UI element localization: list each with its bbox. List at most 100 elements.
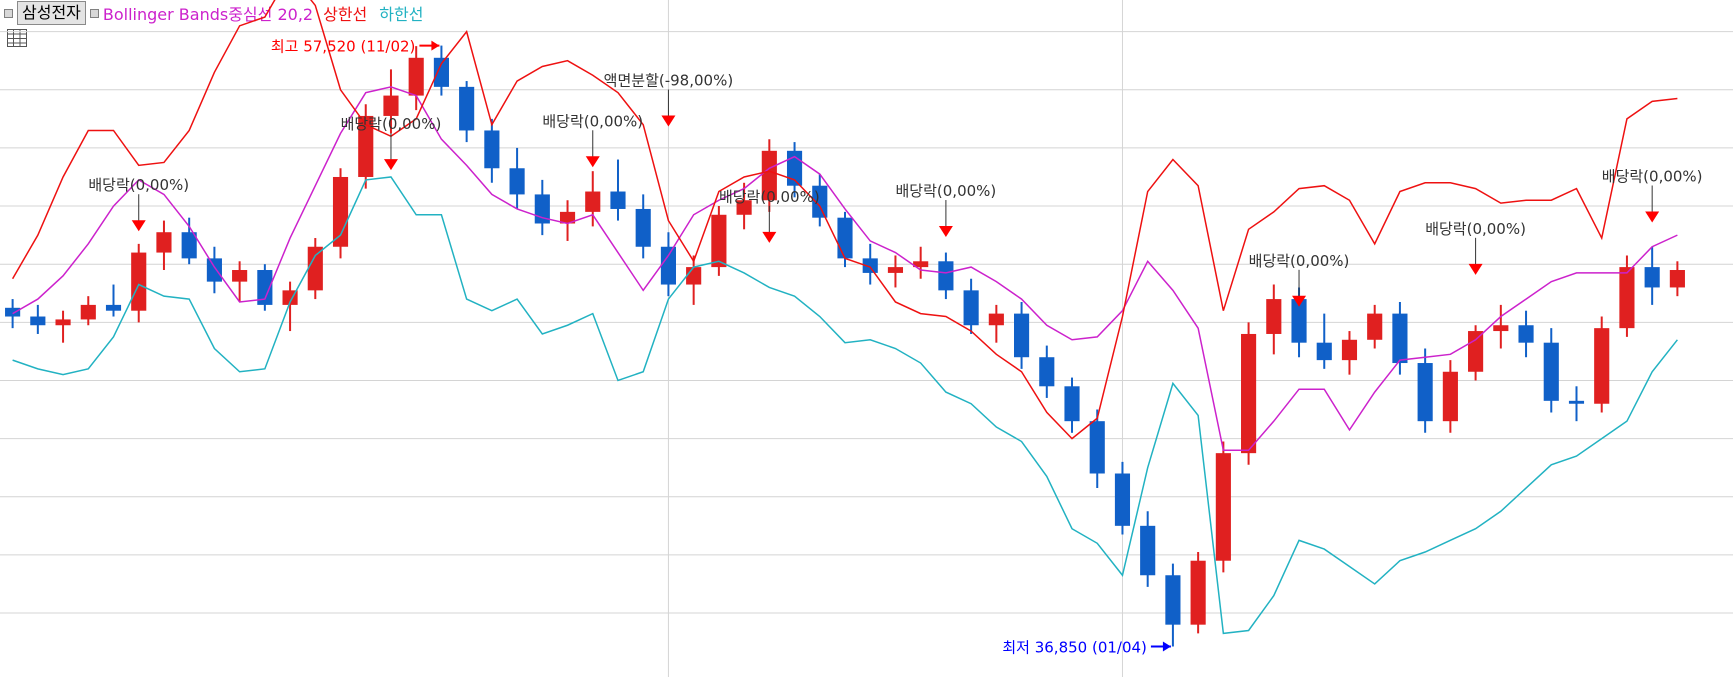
lower-band-line xyxy=(12,176,1678,635)
middle-band-line xyxy=(12,86,1678,451)
candle-body xyxy=(1367,313,1383,340)
candle-body xyxy=(1417,363,1433,422)
candle-body xyxy=(1543,342,1559,401)
event-arrow-icon xyxy=(131,220,146,232)
candle-body xyxy=(1014,313,1030,358)
candle-body xyxy=(1064,386,1080,422)
low-arrow-icon xyxy=(1162,641,1171,652)
candle-body xyxy=(1341,339,1358,361)
candle-body xyxy=(131,252,147,311)
candle-body xyxy=(913,261,929,268)
event-label: 배당락(0,00%) xyxy=(88,176,189,194)
candle-body xyxy=(1392,313,1408,364)
chart-legend: 삼성전자 Bollinger Bands중심선 20,2 상한선 하한선 xyxy=(0,0,423,26)
candle-body xyxy=(55,319,71,326)
candle-body xyxy=(156,232,172,253)
candle-body xyxy=(206,258,222,282)
candle-body xyxy=(1442,371,1458,422)
candle-body xyxy=(837,217,853,259)
candle-body xyxy=(383,95,399,116)
stock-name-button[interactable]: 삼성전자 xyxy=(17,1,86,25)
candle-body xyxy=(1493,325,1509,332)
candle-body xyxy=(1266,299,1282,334)
candle-body xyxy=(1619,267,1635,329)
event-arrow-icon xyxy=(585,156,600,168)
candle-body xyxy=(332,176,349,247)
square-marker-icon xyxy=(89,8,99,18)
candle-body xyxy=(181,232,197,259)
candle-body xyxy=(1190,560,1206,625)
candle-body xyxy=(307,246,323,291)
table-icon[interactable] xyxy=(6,28,28,48)
candle-body xyxy=(585,191,601,212)
event-arrow-icon xyxy=(1645,211,1660,223)
candles xyxy=(5,45,1685,647)
event-arrow-icon xyxy=(661,115,676,127)
candle-body xyxy=(963,290,979,326)
annotations: 최고 57,520 (11/02) 최저 36,850 (01/04) 액면분할(-… xyxy=(88,38,1702,657)
candle-body xyxy=(1215,453,1231,561)
event-arrow-icon xyxy=(383,159,398,171)
candle-body xyxy=(5,307,21,317)
candle-body xyxy=(1291,299,1307,343)
candle-body xyxy=(1140,525,1156,576)
candle-body xyxy=(105,304,122,311)
candle-body xyxy=(484,130,500,169)
event-arrow-icon xyxy=(762,231,777,243)
event-label: 배당락(0,00%) xyxy=(896,182,997,200)
candle-body xyxy=(1468,331,1484,372)
candle-body xyxy=(862,258,878,273)
legend-upper-band[interactable]: 상한선 xyxy=(323,5,368,24)
candle-body xyxy=(988,313,1004,326)
candle-body xyxy=(408,57,424,96)
event-label: 배당락(0,00%) xyxy=(341,115,442,133)
event-label: 배당락(0,00%) xyxy=(719,188,820,206)
candle-body xyxy=(711,214,727,268)
high-arrow-icon xyxy=(431,40,440,51)
event-label: 배당락(0,00%) xyxy=(1602,167,1703,185)
high-price-label: 최고 57,520 (11/02) xyxy=(271,38,416,56)
candle-body xyxy=(812,185,828,218)
candle-body xyxy=(30,316,46,326)
candle-body xyxy=(257,270,273,305)
candle-body xyxy=(433,57,449,87)
low-price-label: 최저 36,850 (01/04) xyxy=(1002,638,1147,656)
candle-body xyxy=(610,191,626,209)
candle-body xyxy=(1316,342,1332,361)
candle-body xyxy=(1241,333,1257,454)
candle-body xyxy=(1518,325,1534,343)
legend-lower-band[interactable]: 하한선 xyxy=(379,5,424,24)
candle-body xyxy=(80,304,96,320)
candle-body xyxy=(660,246,676,285)
event-label: 액면분할(-98,00%) xyxy=(604,72,734,90)
event-label: 배당락(0,00%) xyxy=(1249,252,1350,270)
candle-body xyxy=(887,267,904,273)
candle-body xyxy=(686,267,702,285)
bollinger-bands xyxy=(11,0,1678,635)
candle-body xyxy=(938,261,954,291)
candle-body xyxy=(1165,575,1181,625)
candle-body xyxy=(232,270,248,282)
candle-body xyxy=(1594,328,1610,404)
candle-body xyxy=(358,115,374,177)
candle-body xyxy=(1669,270,1685,288)
candle-body xyxy=(1644,267,1660,288)
candle-body xyxy=(736,200,752,215)
event-arrow-icon xyxy=(1292,295,1307,307)
candle-body xyxy=(1568,400,1585,404)
event-arrow-icon xyxy=(938,226,953,238)
upper-band-line xyxy=(11,0,1678,440)
candle-body xyxy=(1089,421,1105,474)
square-marker-icon xyxy=(4,8,13,18)
candle-body xyxy=(1114,473,1131,526)
event-arrow-icon xyxy=(1468,263,1483,275)
event-label: 배당락(0,00%) xyxy=(1425,220,1526,238)
candle-body xyxy=(635,208,651,247)
candle-body xyxy=(1039,357,1055,387)
candle-body xyxy=(761,150,777,201)
candle-body xyxy=(559,211,576,224)
candle-body xyxy=(509,168,525,195)
event-label: 배당락(0,00%) xyxy=(542,112,643,130)
